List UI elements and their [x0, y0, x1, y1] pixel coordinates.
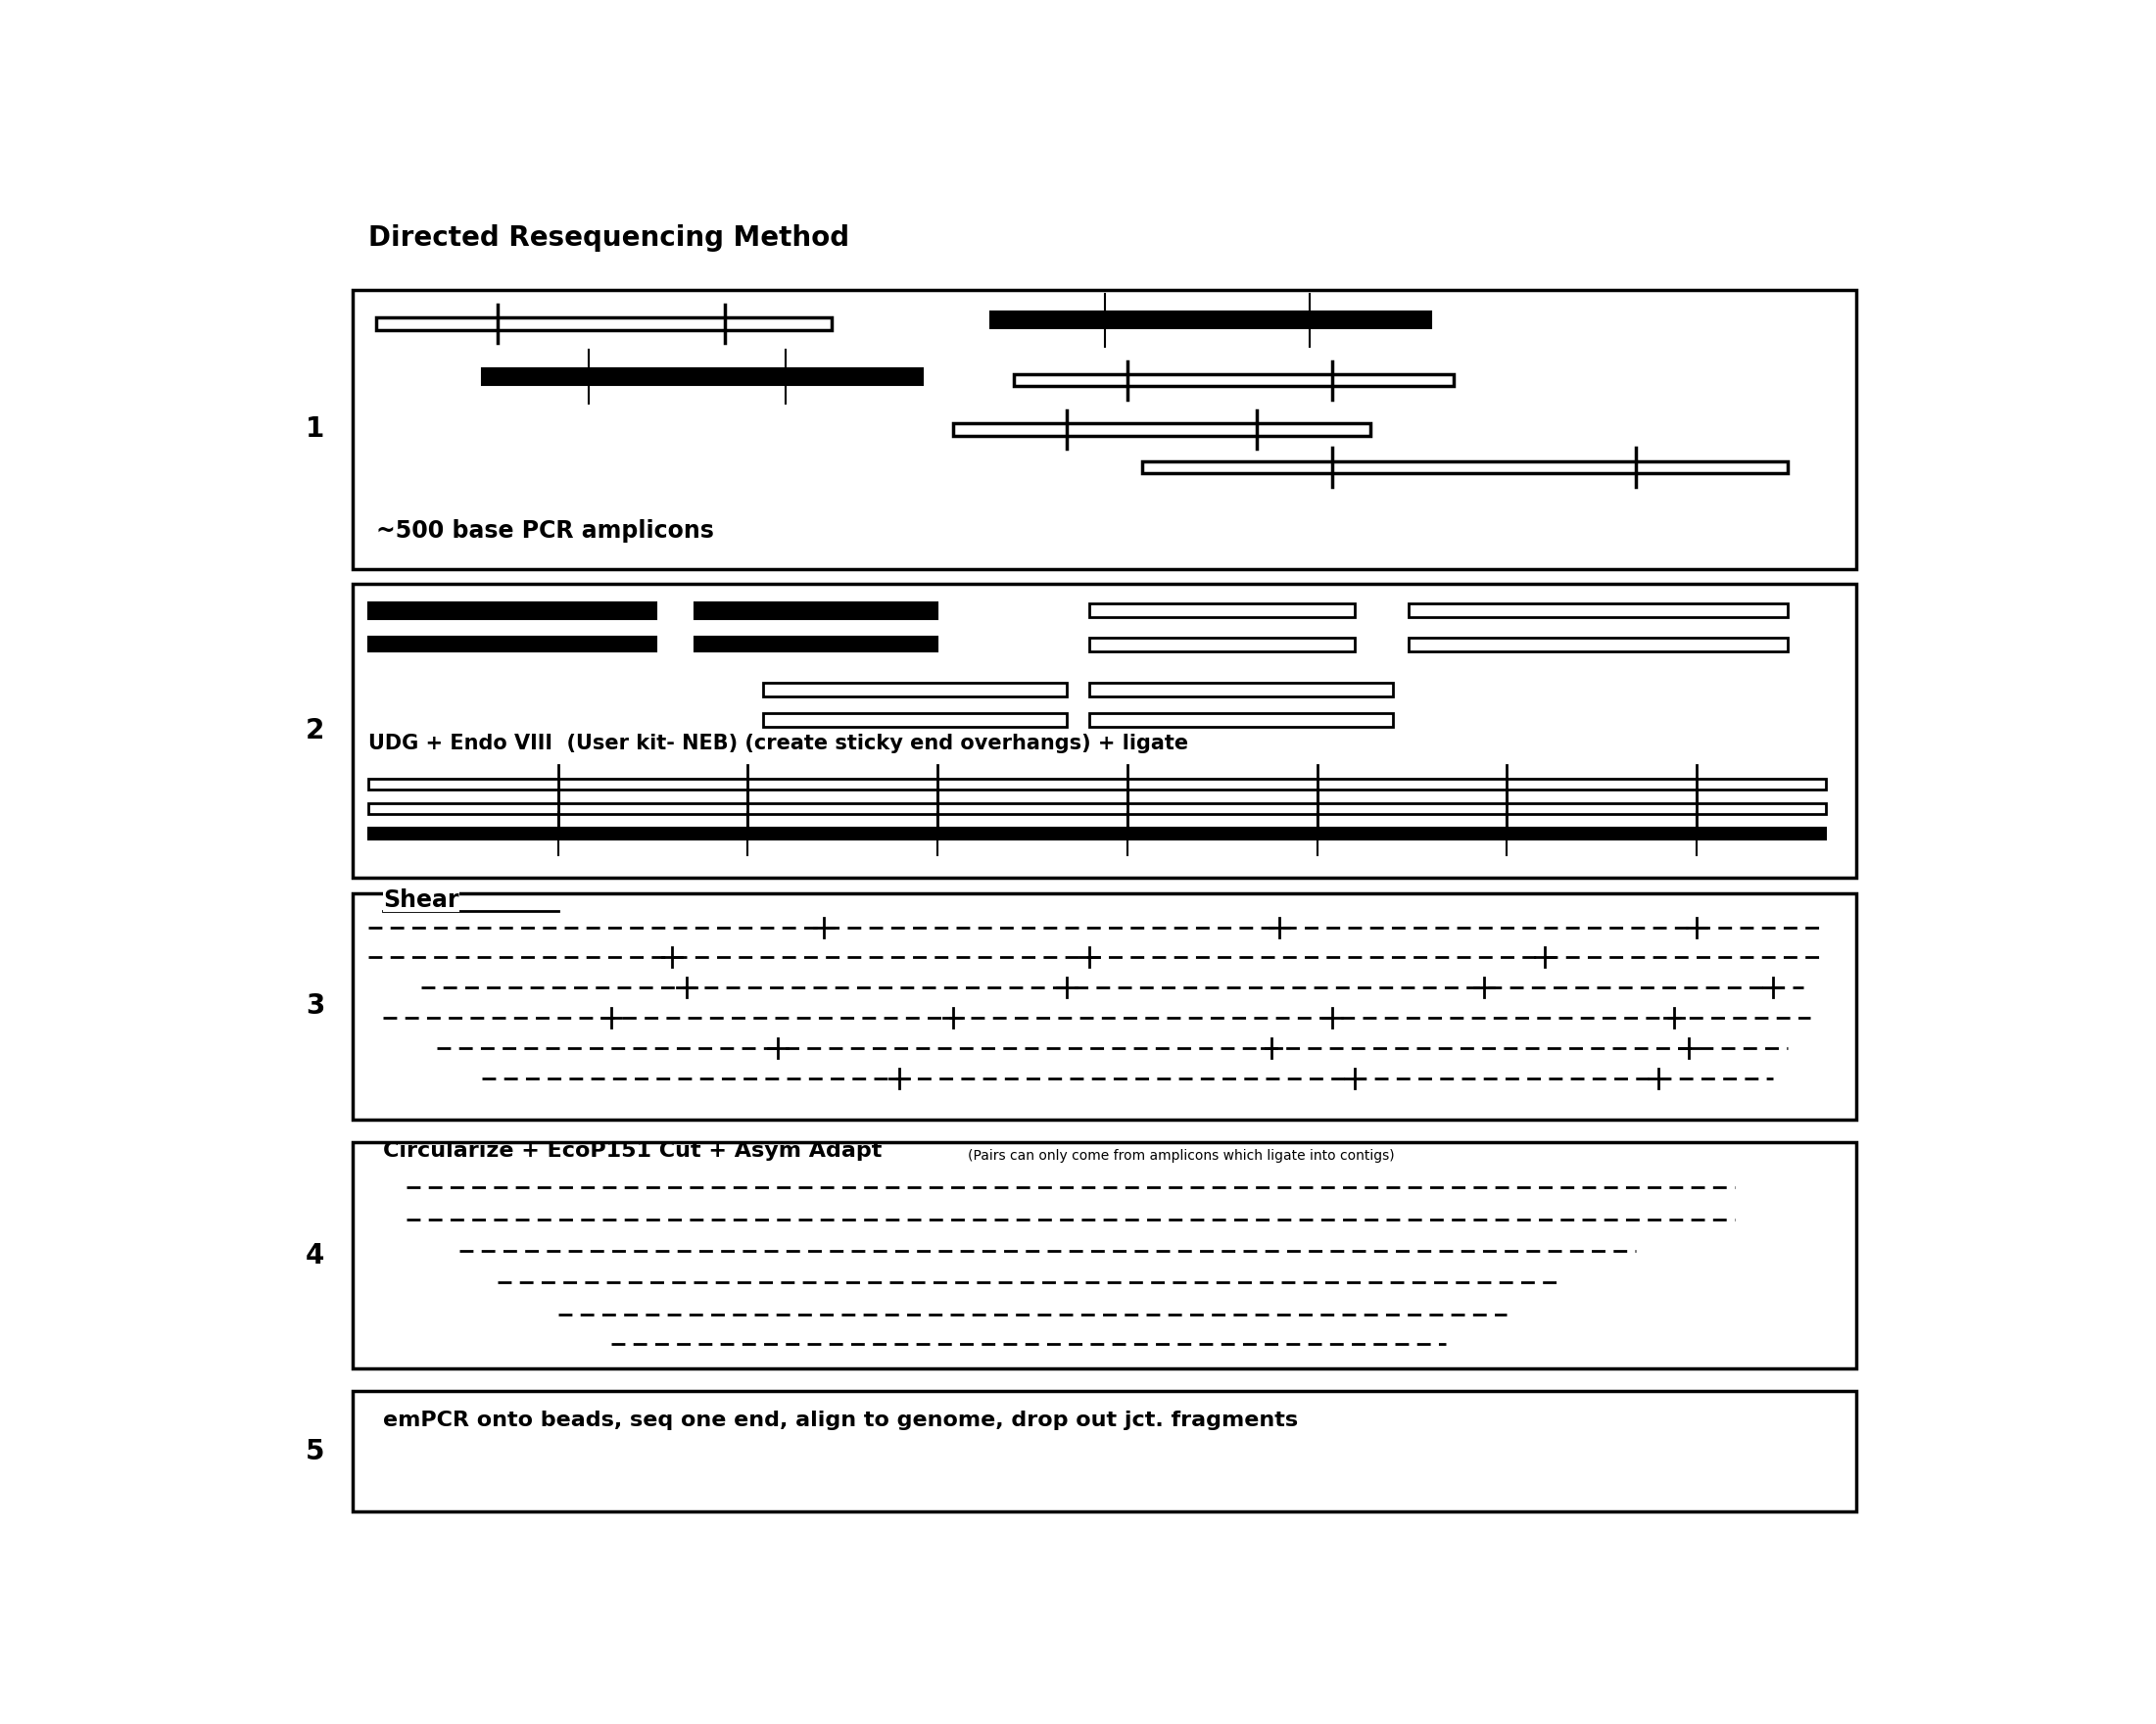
Text: 5: 5 [306, 1438, 326, 1465]
Bar [369, 779, 1826, 790]
Bar [1089, 683, 1393, 696]
Bar [369, 803, 1826, 814]
Bar [1089, 714, 1393, 726]
Bar [354, 290, 1856, 569]
Text: Shear: Shear [384, 888, 459, 912]
Bar [369, 636, 658, 652]
Text: UDG + Endo VIII  (User kit- NEB) (create sticky end overhangs) + ligate: UDG + Endo VIII (User kit- NEB) (create … [369, 734, 1188, 753]
Bar [369, 602, 658, 619]
Text: Directed Resequencing Method: Directed Resequencing Method [369, 224, 849, 252]
Text: 3: 3 [306, 993, 326, 1021]
Bar [483, 369, 923, 384]
Bar [694, 602, 938, 619]
Text: Circularize + EcoP151 Cut + Asym Adapt: Circularize + EcoP151 Cut + Asym Adapt [384, 1141, 882, 1160]
Bar [354, 584, 1856, 878]
Text: emPCR onto beads, seq one end, align to genome, drop out jct. fragments: emPCR onto beads, seq one end, align to … [384, 1410, 1298, 1431]
Bar [375, 317, 832, 329]
Bar [354, 1143, 1856, 1369]
Bar [354, 893, 1856, 1119]
Bar [1089, 603, 1356, 617]
Bar [369, 828, 1826, 840]
Bar [763, 683, 1067, 696]
Bar [763, 714, 1067, 726]
Text: ~500 base PCR amplicons: ~500 base PCR amplicons [375, 519, 714, 543]
Bar [1408, 603, 1787, 617]
Bar [1089, 638, 1356, 652]
Bar [1143, 460, 1787, 472]
Text: 4: 4 [306, 1241, 326, 1269]
Bar [953, 424, 1371, 436]
Bar [354, 1391, 1856, 1512]
Bar [1408, 638, 1787, 652]
Bar [992, 312, 1432, 328]
Text: 1: 1 [306, 415, 323, 443]
Bar [694, 636, 938, 652]
Text: (Pairs can only come from amplicons which ligate into contigs): (Pairs can only come from amplicons whic… [968, 1148, 1395, 1162]
Bar [1013, 374, 1453, 386]
Text: 2: 2 [306, 717, 326, 745]
